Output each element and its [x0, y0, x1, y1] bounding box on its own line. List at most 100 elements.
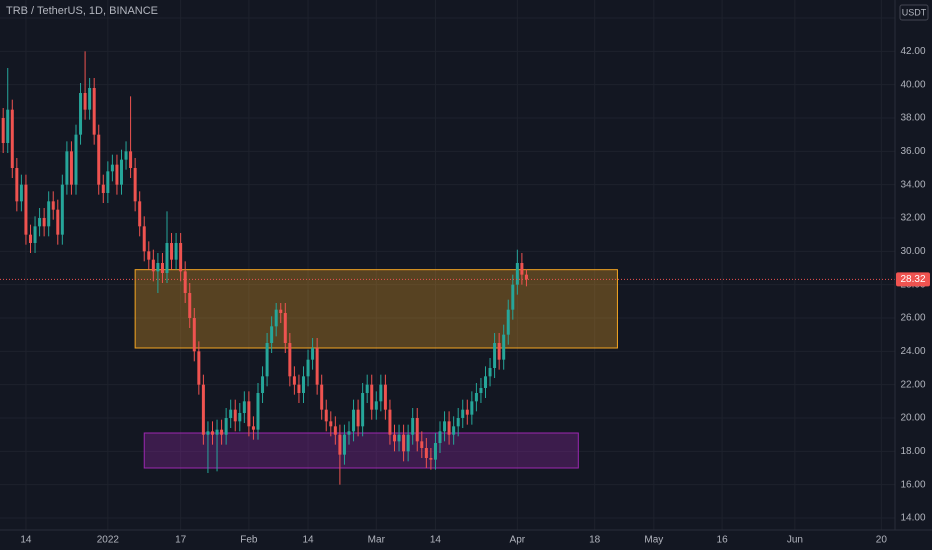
candle-body: [38, 218, 42, 227]
y-tick-label: 38.00: [900, 113, 925, 124]
candle-body: [106, 171, 110, 193]
x-tick-label: Mar: [368, 535, 386, 546]
candle-body: [124, 151, 128, 160]
candle-body: [97, 134, 101, 185]
candle-body: [33, 226, 37, 243]
candle-body: [220, 429, 224, 435]
candle-body: [329, 421, 333, 427]
candle-body: [520, 263, 524, 275]
candle-body: [256, 393, 260, 430]
candle-body: [452, 426, 456, 435]
candle-body: [210, 431, 214, 435]
currency-label[interactable]: USDT: [902, 7, 927, 17]
candle-body: [42, 218, 46, 227]
zone: [143, 432, 579, 469]
y-tick-label: 18.00: [900, 446, 925, 457]
candle-body: [156, 263, 160, 272]
chart-title: TRB / TetherUS, 1D, BINANCE: [6, 5, 158, 17]
candle-body: [138, 201, 142, 227]
candle-body: [28, 234, 32, 243]
candle-body: [174, 243, 178, 260]
candle-body: [347, 431, 351, 435]
candle-body: [352, 409, 356, 432]
candle-body: [65, 151, 69, 185]
x-tick-label: 18: [589, 535, 601, 546]
candle-body: [60, 184, 64, 235]
candle-body: [479, 388, 483, 393]
candle-body: [56, 209, 60, 235]
candle-body: [229, 409, 233, 418]
candle-body: [406, 434, 410, 452]
candle-body: [488, 368, 492, 377]
last-price-label: 28.32: [900, 274, 925, 285]
candle-body: [74, 134, 78, 185]
candle-body: [497, 343, 501, 360]
candle-body: [133, 168, 137, 202]
candle-body: [443, 421, 447, 432]
candle-body: [265, 343, 269, 377]
candle-body: [197, 351, 201, 385]
candle-body: [165, 243, 169, 273]
candle-body: [315, 348, 319, 385]
candle-body: [261, 376, 265, 393]
candle-body: [92, 88, 96, 135]
y-tick-label: 34.00: [900, 179, 925, 190]
last-price-box: [896, 272, 930, 287]
candle-body: [15, 168, 19, 202]
candle-body: [370, 384, 374, 410]
x-tick-label: 17: [175, 535, 187, 546]
candle-body: [433, 443, 437, 460]
candle-body: [279, 309, 283, 313]
candle-body: [147, 251, 151, 260]
candle-body: [397, 434, 401, 442]
currency-box[interactable]: [899, 4, 929, 21]
candle-body: [101, 184, 105, 193]
candle-body: [251, 426, 255, 430]
candle-body: [215, 429, 219, 435]
candle-body: [402, 434, 406, 452]
candle-body: [206, 431, 210, 435]
candle-body: [456, 418, 460, 427]
candle-body: [69, 151, 73, 185]
candle-body: [51, 201, 55, 210]
candle-body: [110, 164, 114, 172]
candle-body: [47, 201, 51, 227]
candle-body: [179, 243, 183, 272]
candle-body: [483, 376, 487, 388]
candle-body: [438, 431, 442, 443]
candle-body: [424, 448, 428, 458]
candle-body: [301, 376, 305, 393]
candle-body: [270, 326, 274, 343]
candle-body: [283, 313, 287, 343]
y-tick-label: 32.00: [900, 213, 925, 224]
candle-body: [506, 309, 510, 335]
candle-body: [306, 359, 310, 377]
candle-body: [115, 164, 119, 185]
candle-body: [411, 418, 415, 435]
candle-body: [297, 384, 301, 393]
x-tick-label: 14: [302, 535, 314, 546]
x-tick-label: 20: [876, 535, 888, 546]
candle-body: [383, 384, 387, 410]
y-tick-label: 30.00: [900, 246, 925, 257]
candle-body: [420, 441, 424, 448]
x-tick-label: Apr: [510, 535, 526, 546]
candle-body: [1, 118, 5, 143]
candle-body: [361, 393, 365, 427]
candle-body: [183, 271, 187, 293]
candle-body: [342, 434, 346, 455]
candle-body: [333, 426, 337, 435]
candle-body: [6, 109, 10, 143]
candle-body: [151, 259, 155, 272]
candle-body: [524, 274, 528, 280]
candle-body: [119, 159, 123, 185]
candle-body: [515, 263, 519, 285]
candle-body: [388, 409, 392, 435]
candle-body: [461, 409, 465, 418]
x-tick-label: 16: [717, 535, 729, 546]
candle-body: [233, 409, 237, 422]
candle-body: [379, 384, 383, 402]
candle-body: [224, 418, 228, 435]
